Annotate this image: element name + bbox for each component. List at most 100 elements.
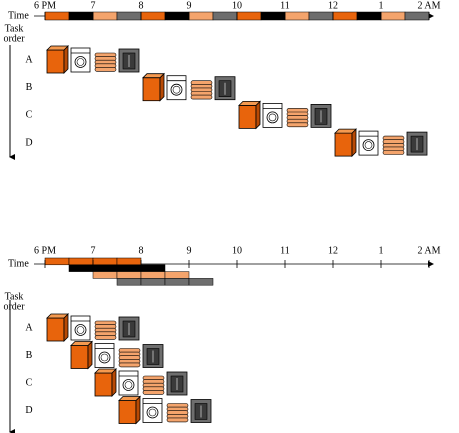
- washer-side: [63, 313, 69, 342]
- washer-side: [63, 45, 69, 74]
- stage-segment: [140, 271, 166, 279]
- dryer-door: [122, 379, 135, 391]
- dryer-door-inner: [364, 141, 373, 149]
- task-icons: [118, 395, 212, 425]
- folded-clothes: [166, 417, 189, 423]
- task-icons: [142, 72, 236, 102]
- washer-body: [94, 372, 113, 397]
- washer-body: [334, 132, 353, 157]
- dryer-door-inner: [124, 381, 133, 389]
- task-label: B: [26, 350, 33, 361]
- hour-label: 1: [379, 0, 384, 11]
- task-order-label: order: [3, 301, 25, 312]
- task-label: D: [25, 405, 32, 416]
- dryer-door: [74, 56, 87, 68]
- hour-label: 7: [91, 0, 96, 11]
- stage-segment: [284, 11, 310, 21]
- task-label: A: [25, 322, 33, 333]
- washer-top: [118, 396, 141, 401]
- stage-segment: [116, 264, 142, 272]
- stage-segment: [116, 278, 142, 286]
- hour-label: 10: [232, 0, 242, 11]
- washer-side: [87, 340, 93, 370]
- washer-top: [46, 313, 69, 319]
- washer-side: [255, 100, 261, 130]
- hour-label: 12: [328, 245, 338, 256]
- stage-segment: [140, 264, 166, 272]
- task-order-label: Task: [5, 23, 24, 34]
- task-label: C: [26, 110, 33, 121]
- dryer-door: [98, 351, 111, 364]
- dryer-door-inner: [268, 113, 277, 122]
- stage-segment: [404, 11, 430, 21]
- stage-segment: [188, 278, 214, 286]
- hour-label: 2 AM: [417, 245, 440, 256]
- washer-top: [142, 73, 165, 79]
- washer-top: [46, 45, 69, 51]
- stage-segment: [308, 11, 334, 21]
- washer-body: [70, 345, 89, 369]
- hour-label: 11: [280, 0, 290, 11]
- washer-body: [118, 400, 137, 424]
- dryer-door: [146, 406, 159, 419]
- hour-label: 1: [379, 245, 384, 256]
- dryer-door-inner: [172, 85, 181, 94]
- stage-segment: [140, 278, 166, 286]
- stage-segment: [212, 11, 238, 21]
- stage-segment: [140, 11, 166, 21]
- dryer-door: [74, 324, 87, 336]
- task-label: A: [25, 54, 33, 65]
- task-icons: [94, 368, 188, 397]
- washer-body: [46, 317, 65, 342]
- task-icons: [70, 340, 164, 370]
- hour-label: 6 PM: [34, 0, 56, 11]
- stage-segment: [164, 278, 190, 286]
- task-icons: [46, 45, 140, 74]
- dryer-door-inner: [76, 58, 85, 66]
- stage-segment: [92, 11, 118, 21]
- stage-segment: [356, 11, 382, 21]
- washer-top: [94, 368, 117, 374]
- washer-body: [46, 49, 65, 74]
- folded-clothes: [190, 94, 213, 100]
- time-label: Time: [8, 258, 29, 269]
- washer-top: [238, 101, 261, 106]
- dryer-door: [362, 139, 375, 152]
- washer-side: [111, 368, 117, 397]
- folded-clothes: [94, 335, 117, 340]
- stage-segment: [116, 257, 142, 266]
- hour-label: 8: [139, 0, 144, 11]
- task-order-label: Task: [5, 291, 24, 302]
- hour-label: 10: [232, 245, 242, 256]
- stage-segment: [116, 271, 142, 279]
- stage-segment: [92, 271, 118, 279]
- dryer-door: [266, 111, 279, 124]
- hour-label: 6 PM: [34, 245, 56, 256]
- time-axis-arrow: [428, 13, 434, 19]
- task-icons: [334, 128, 428, 158]
- dryer-door-inner: [100, 353, 109, 362]
- time-axis-arrow: [428, 261, 434, 267]
- folded-clothes: [142, 390, 165, 395]
- task-label: C: [26, 377, 33, 388]
- stage-segment: [116, 11, 142, 21]
- task-icons: [46, 313, 140, 342]
- folded-clothes: [382, 150, 405, 155]
- stage-segment: [68, 264, 94, 272]
- folded-clothes: [118, 362, 141, 368]
- stage-segment: [188, 11, 214, 21]
- hour-label: 8: [139, 245, 144, 256]
- stage-segment: [260, 11, 286, 21]
- hour-label: 9: [187, 0, 192, 11]
- washer-side: [351, 128, 357, 158]
- stage-segment: [68, 257, 94, 266]
- stage-segment: [44, 257, 70, 266]
- stage-segment: [92, 264, 118, 272]
- time-label: Time: [8, 10, 29, 21]
- task-icons: [238, 100, 332, 130]
- stage-segment: [164, 271, 190, 279]
- hour-label: 7: [91, 245, 96, 256]
